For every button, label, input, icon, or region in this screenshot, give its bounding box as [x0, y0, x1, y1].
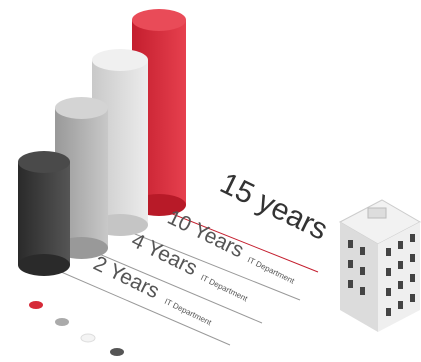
guide-line	[44, 264, 231, 346]
guide-line	[149, 204, 319, 273]
legend-dots	[29, 301, 124, 356]
guide-lines	[44, 204, 319, 346]
label-2-years: 2 Years IT Department	[90, 252, 214, 328]
guide-line	[119, 227, 301, 301]
building-icon	[338, 199, 421, 332]
dot	[110, 348, 124, 356]
guide-line	[84, 247, 263, 324]
label-dept: IT Department	[199, 273, 249, 304]
cylinders	[18, 9, 186, 276]
label-dept: IT Department	[163, 297, 213, 328]
dot	[80, 333, 96, 343]
dot	[29, 301, 43, 309]
cylinder-dark	[18, 151, 70, 276]
dot	[55, 318, 69, 326]
